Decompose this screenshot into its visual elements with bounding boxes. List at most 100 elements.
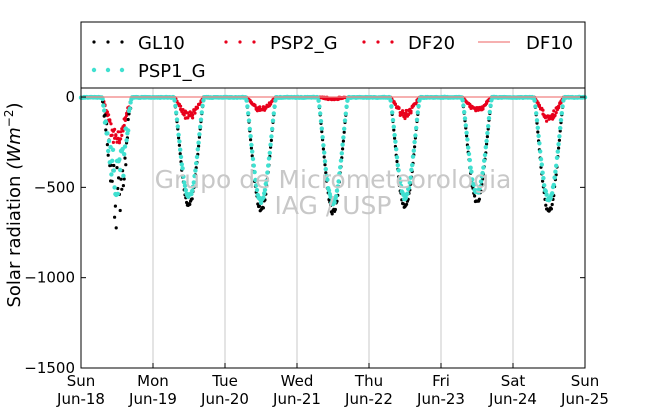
data-point xyxy=(395,163,400,168)
axes: SunJun-18MonJun-19TueJun-20WedJun-21ThuJ… xyxy=(24,88,609,408)
data-point xyxy=(110,158,115,163)
data-point xyxy=(250,149,255,154)
data-point xyxy=(542,183,547,188)
data-point xyxy=(539,162,544,167)
data-point xyxy=(185,200,189,205)
y-axis-unit-close: ) xyxy=(4,102,25,109)
data-point xyxy=(102,108,107,113)
legend-marker xyxy=(252,40,256,44)
legend-label: DF20 xyxy=(408,33,455,54)
data-point xyxy=(404,108,408,113)
data-point xyxy=(536,130,540,134)
data-point xyxy=(252,169,257,175)
data-point xyxy=(551,112,555,117)
data-point xyxy=(198,117,204,122)
data-point xyxy=(110,147,116,152)
data-point xyxy=(403,195,408,201)
x-tick-label-day: Wed xyxy=(281,372,314,390)
data-point xyxy=(113,127,117,131)
data-point xyxy=(190,188,195,194)
data-point xyxy=(194,161,199,166)
data-point xyxy=(553,169,558,174)
y-axis-label: Solar radiation xyxy=(4,176,25,308)
data-series xyxy=(78,94,588,230)
data-point xyxy=(485,135,489,139)
data-point xyxy=(393,136,397,140)
data-point xyxy=(187,113,191,118)
legend-marker xyxy=(105,67,111,73)
data-point xyxy=(125,113,129,118)
data-point xyxy=(332,200,337,205)
data-point xyxy=(262,187,268,193)
data-point xyxy=(322,155,326,159)
data-point xyxy=(191,113,195,117)
data-point xyxy=(556,142,561,147)
data-point xyxy=(118,208,122,213)
data-point xyxy=(117,139,121,143)
data-point xyxy=(118,167,123,173)
data-point xyxy=(186,111,190,115)
data-point xyxy=(197,132,202,137)
data-point xyxy=(199,110,204,115)
data-point xyxy=(244,98,249,103)
data-point xyxy=(416,103,421,109)
data-point xyxy=(110,179,114,183)
data-point xyxy=(390,117,396,123)
data-point xyxy=(253,103,257,107)
y-axis-unit: (Wm xyxy=(4,127,25,169)
data-point xyxy=(179,104,183,108)
data-point xyxy=(260,108,264,112)
data-point xyxy=(172,98,177,103)
data-point xyxy=(122,177,126,181)
data-point xyxy=(334,194,339,199)
data-point xyxy=(248,99,252,103)
data-point xyxy=(198,124,203,129)
data-point xyxy=(192,108,196,112)
data-point xyxy=(320,130,324,134)
data-point xyxy=(401,202,405,206)
data-point xyxy=(183,187,188,193)
data-point xyxy=(463,123,468,128)
data-point xyxy=(103,113,107,117)
data-point xyxy=(464,130,469,135)
data-point xyxy=(342,130,346,134)
data-point xyxy=(340,142,345,147)
data-point xyxy=(318,119,324,124)
data-point xyxy=(246,111,251,116)
data-point xyxy=(474,108,478,112)
data-point xyxy=(106,148,111,154)
data-point xyxy=(550,202,554,207)
data-point xyxy=(483,145,488,150)
legend: GL10 PSP2_G DF20 DF10 PSP1_G xyxy=(80,21,586,89)
data-point xyxy=(122,123,126,128)
legend-label: DF10 xyxy=(526,33,573,54)
data-point xyxy=(115,191,121,197)
data-point xyxy=(104,128,108,132)
legend-item-psp1-g: PSP1_G xyxy=(91,61,206,82)
legend-label: GL10 xyxy=(138,33,185,54)
data-point xyxy=(182,180,187,185)
data-point xyxy=(178,154,184,160)
data-point xyxy=(405,202,409,206)
data-point xyxy=(407,180,412,185)
data-point xyxy=(262,191,267,196)
data-point xyxy=(186,116,190,120)
legend-item-psp2-g: PSP2_G xyxy=(224,33,338,54)
data-point xyxy=(253,177,258,183)
data-point xyxy=(402,111,406,115)
data-point xyxy=(401,109,405,113)
data-point xyxy=(535,125,540,130)
data-point xyxy=(264,178,269,183)
data-point xyxy=(543,189,548,194)
data-point xyxy=(558,125,563,131)
data-point xyxy=(397,106,401,110)
data-point xyxy=(480,170,485,176)
x-tick-label-day: Sat xyxy=(501,372,526,390)
data-point xyxy=(115,140,119,144)
data-point xyxy=(341,147,345,151)
data-point xyxy=(264,106,268,110)
legend-marker xyxy=(224,40,228,44)
data-point xyxy=(412,139,417,145)
data-point xyxy=(391,124,396,129)
data-point xyxy=(254,187,260,193)
